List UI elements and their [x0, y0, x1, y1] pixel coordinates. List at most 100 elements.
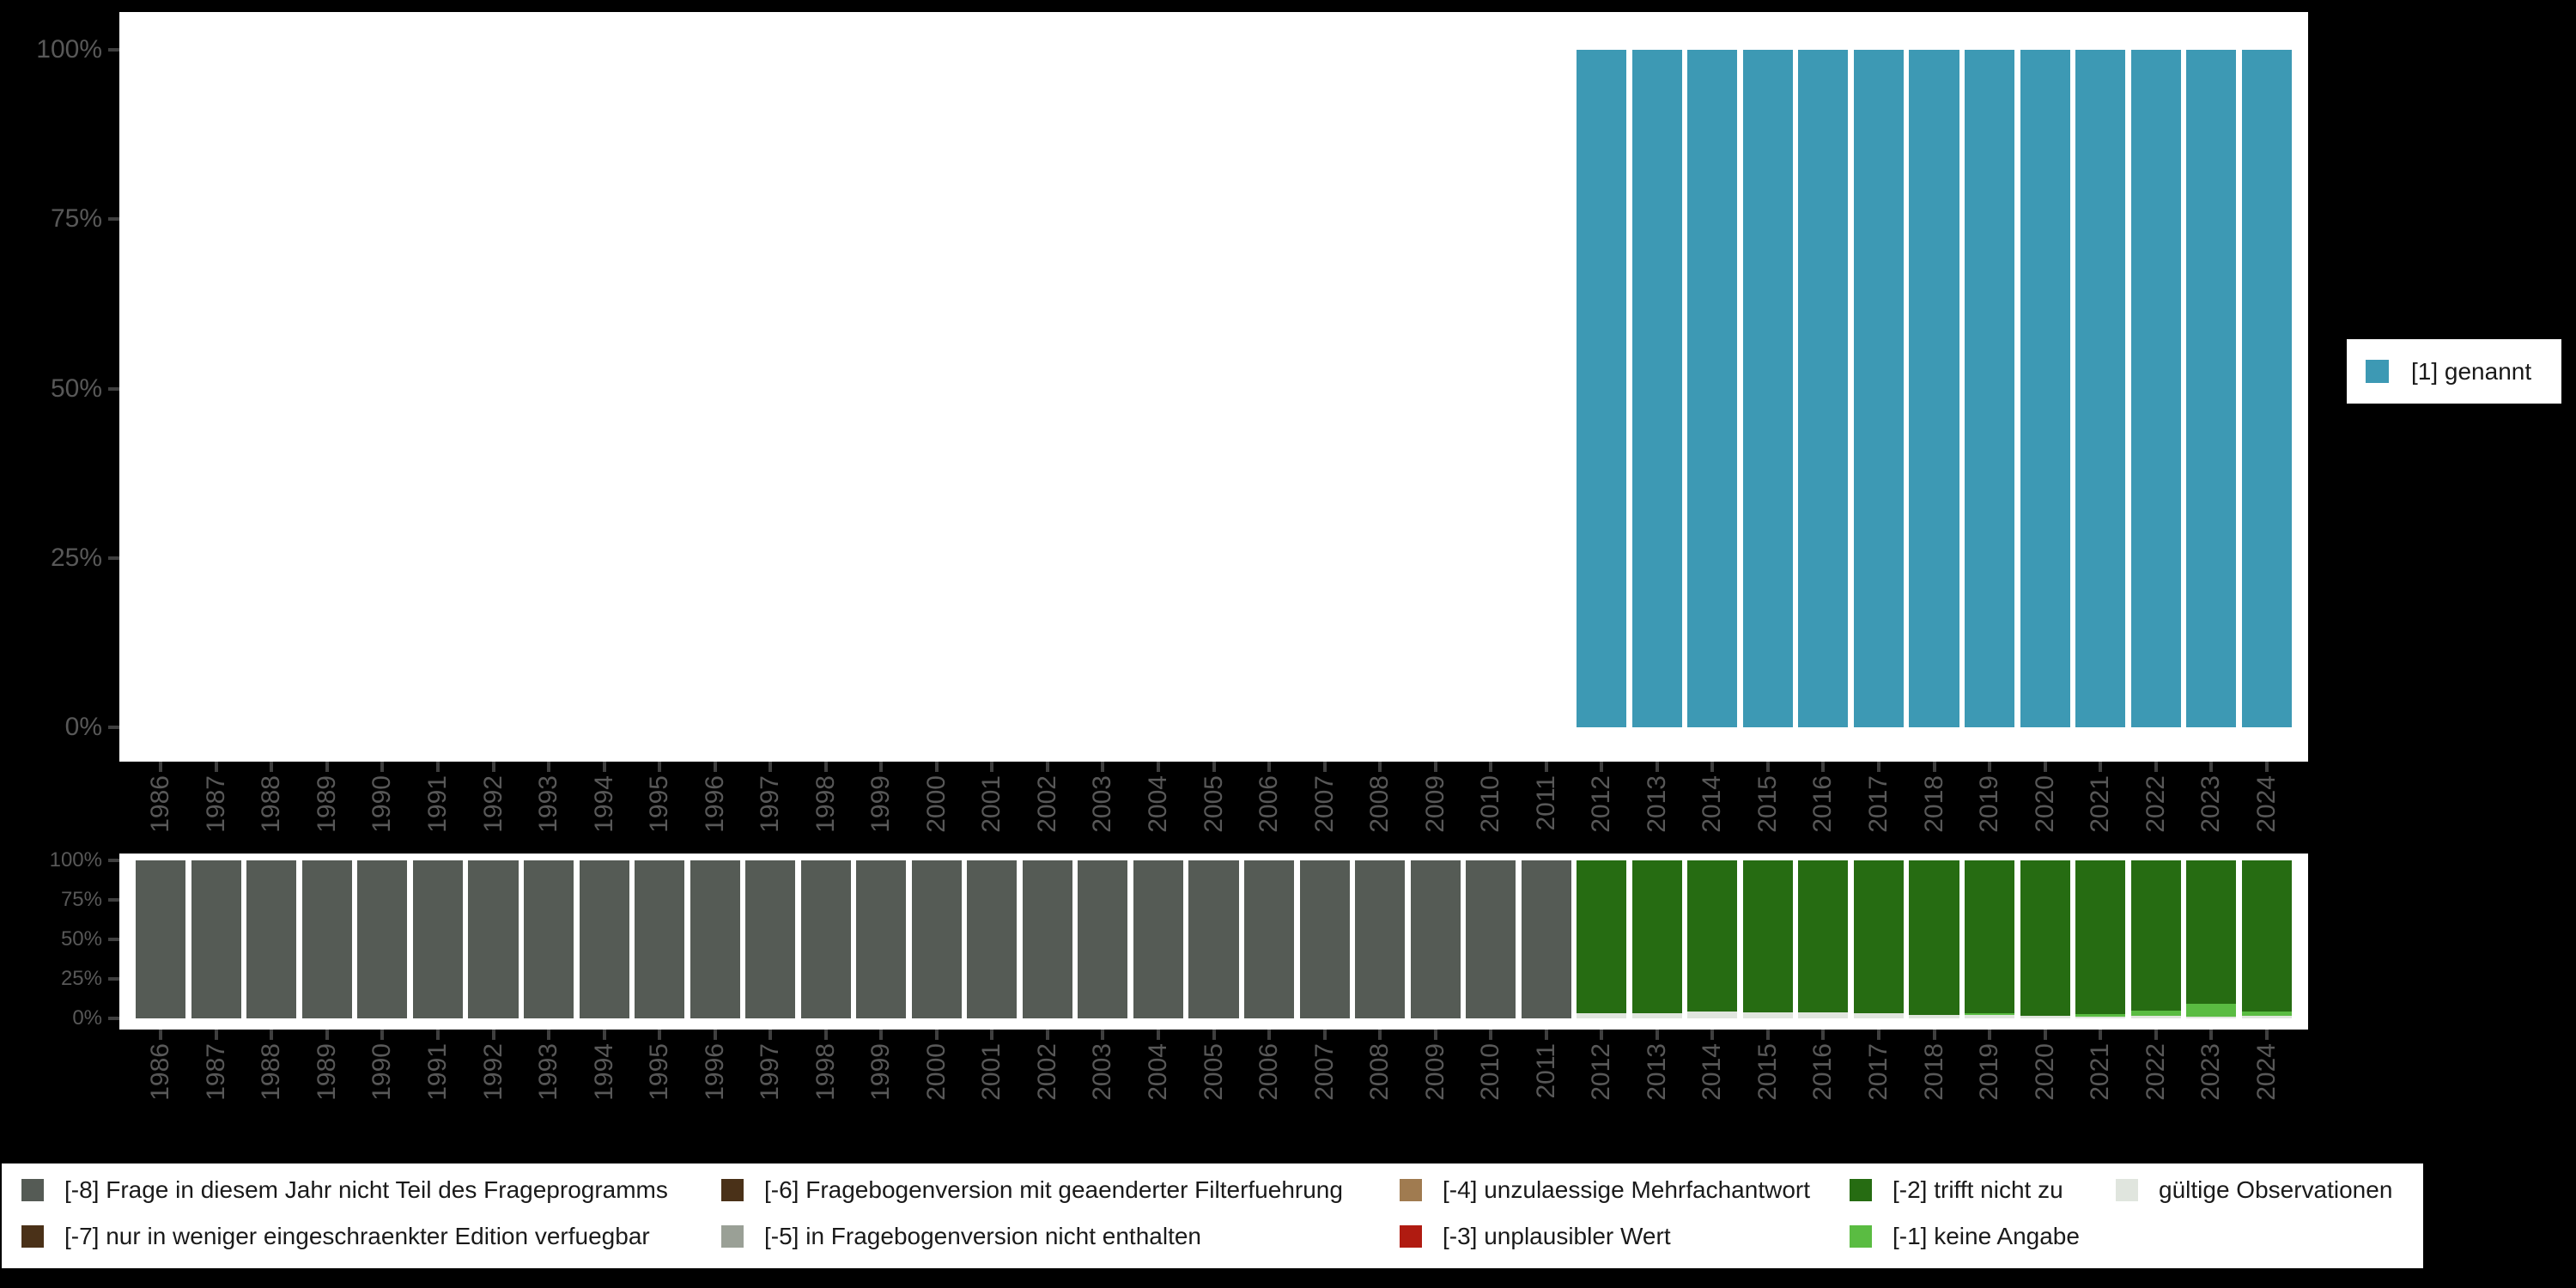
x-tick: [1212, 1030, 1216, 1040]
x-tick: [1765, 1030, 1770, 1040]
bar-segment: [1521, 860, 1571, 1018]
x-tick-label: 2013: [1642, 775, 1671, 833]
x-tick-label: 2010: [1476, 775, 1505, 833]
bar-segment: [191, 860, 241, 1018]
bar-segment: [2130, 1016, 2181, 1018]
x-tick: [1655, 762, 1659, 772]
legend-swatch: [2366, 360, 2389, 383]
x-tick-label: 2009: [1420, 1043, 1449, 1101]
x-tick-label: 1991: [422, 1043, 452, 1101]
x-tick-label: 1992: [478, 1043, 507, 1101]
bar-segment: [1022, 860, 1072, 1018]
bar-segment: [745, 860, 796, 1018]
y-tick-label: 25%: [50, 543, 102, 572]
x-tick-label: 2001: [977, 1043, 1006, 1101]
x-tick: [214, 1030, 218, 1040]
x-tick: [380, 762, 385, 772]
bar-segment: [2075, 50, 2126, 727]
x-tick-label: 1990: [368, 775, 397, 833]
x-tick: [934, 1030, 939, 1040]
x-tick-label: 2023: [2196, 775, 2226, 833]
y-tick-label: 100%: [49, 848, 102, 872]
bar-segment: [1742, 860, 1793, 1012]
x-tick: [1267, 1030, 1272, 1040]
x-tick-label: 2021: [2086, 775, 2115, 833]
x-tick: [491, 762, 495, 772]
legend-swatch: [1850, 1179, 1872, 1201]
bar-segment: [1798, 1012, 1849, 1018]
legend-label: [-5] in Fragebogenversion nicht enthalte…: [764, 1223, 1201, 1249]
x-tick: [1045, 1030, 1049, 1040]
x-tick: [2043, 762, 2047, 772]
y-tick-label: 0%: [64, 713, 102, 741]
bar-segment: [1853, 50, 1904, 727]
legend-swatch: [2116, 1179, 2138, 1201]
x-tick: [435, 1030, 440, 1040]
y-tick: [108, 859, 119, 862]
x-tick: [1821, 762, 1826, 772]
x-tick-label: 1998: [811, 1043, 840, 1101]
x-tick-label: 2011: [1531, 1043, 1560, 1099]
x-tick-label: 2020: [2030, 775, 2059, 833]
x-tick: [1212, 762, 1216, 772]
x-tick: [2209, 1030, 2214, 1040]
x-tick-label: 1991: [422, 775, 452, 833]
x-tick: [1322, 1030, 1327, 1040]
x-tick-label: 2022: [2141, 1043, 2170, 1101]
x-tick: [325, 762, 329, 772]
x-tick: [1045, 762, 1049, 772]
x-tick-label: 2017: [1863, 775, 1893, 833]
x-tick-label: 2016: [1808, 775, 1838, 833]
bar-segment: [1577, 50, 1627, 727]
y-tick-label: 50%: [60, 927, 102, 951]
legend-label: [-2] trifft nicht zu: [1893, 1176, 2063, 1203]
x-tick: [159, 762, 163, 772]
x-tick: [2209, 762, 2214, 772]
bar-segment: [2241, 1012, 2292, 1017]
x-tick: [1821, 1030, 1826, 1040]
x-tick-label: 2016: [1808, 1043, 1838, 1101]
x-tick: [1932, 1030, 1936, 1040]
bar-segment: [2241, 1016, 2292, 1018]
legend-label: [1] genannt: [2411, 357, 2532, 385]
x-tick: [1433, 762, 1437, 772]
x-tick: [1156, 1030, 1160, 1040]
x-tick: [435, 762, 440, 772]
x-tick-label: 1994: [589, 775, 618, 833]
x-tick: [1156, 762, 1160, 772]
x-tick: [1655, 1030, 1659, 1040]
bar-segment: [1742, 1012, 1793, 1018]
bar-segment: [800, 860, 851, 1018]
x-tick: [1932, 762, 1936, 772]
x-tick: [879, 762, 884, 772]
bar-segment: [1965, 860, 2015, 1014]
x-tick: [2099, 1030, 2103, 1040]
x-tick-label: 1996: [700, 775, 729, 833]
x-tick: [270, 762, 274, 772]
y-tick-label: 0%: [72, 1006, 102, 1030]
x-tick-label: 2010: [1476, 1043, 1505, 1101]
bar-segment: [1631, 50, 1682, 727]
y-tick: [108, 726, 119, 729]
bar-segment: [1188, 860, 1239, 1018]
bar-segment: [1687, 50, 1738, 727]
legend-swatch: [1400, 1179, 1422, 1201]
x-tick-label: 1989: [312, 775, 341, 833]
x-tick-label: 2006: [1255, 775, 1284, 833]
x-tick-label: 2006: [1255, 1043, 1284, 1101]
x-tick-label: 2005: [1199, 1043, 1228, 1101]
bar-segment: [357, 860, 408, 1018]
x-tick-label: 2001: [977, 775, 1006, 833]
x-tick: [380, 1030, 385, 1040]
bar-segment: [2130, 860, 2181, 1012]
bar-segment: [856, 860, 907, 1018]
x-tick-label: 2014: [1698, 1043, 1727, 1101]
x-tick-label: 2008: [1365, 775, 1394, 833]
x-tick-label: 2015: [1753, 775, 1782, 833]
legend-swatch: [21, 1179, 44, 1201]
legend-label: [-3] unplausibler Wert: [1443, 1223, 1671, 1249]
bar-segment: [246, 860, 297, 1018]
bar-segment: [2186, 1003, 2237, 1018]
x-tick-label: 2019: [1975, 775, 2004, 833]
x-tick-label: 2002: [1032, 775, 1061, 833]
